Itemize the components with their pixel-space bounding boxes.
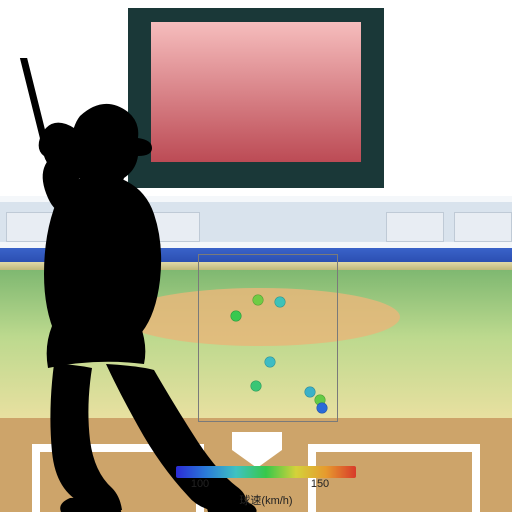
colorbar-ticks: 100 150 (176, 478, 356, 492)
pitch-marker (317, 403, 328, 414)
pitch-marker (275, 297, 286, 308)
batter-silhouette (0, 58, 264, 512)
plate-line (472, 444, 480, 512)
pitch-marker (305, 387, 316, 398)
colorbar-tick: 150 (311, 478, 329, 490)
colorbar-tick: 100 (191, 478, 209, 490)
plate-line (312, 444, 478, 452)
colorbar-gradient (176, 466, 356, 478)
pitch-marker (265, 357, 276, 368)
colorbar-label: 球速(km/h) (176, 492, 356, 508)
speed-colorbar: 100 150 球速(km/h) (176, 466, 356, 508)
